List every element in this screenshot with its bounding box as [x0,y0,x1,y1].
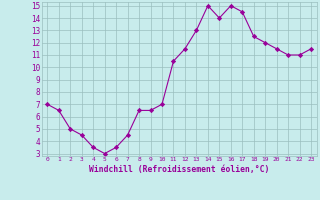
X-axis label: Windchill (Refroidissement éolien,°C): Windchill (Refroidissement éolien,°C) [89,165,269,174]
